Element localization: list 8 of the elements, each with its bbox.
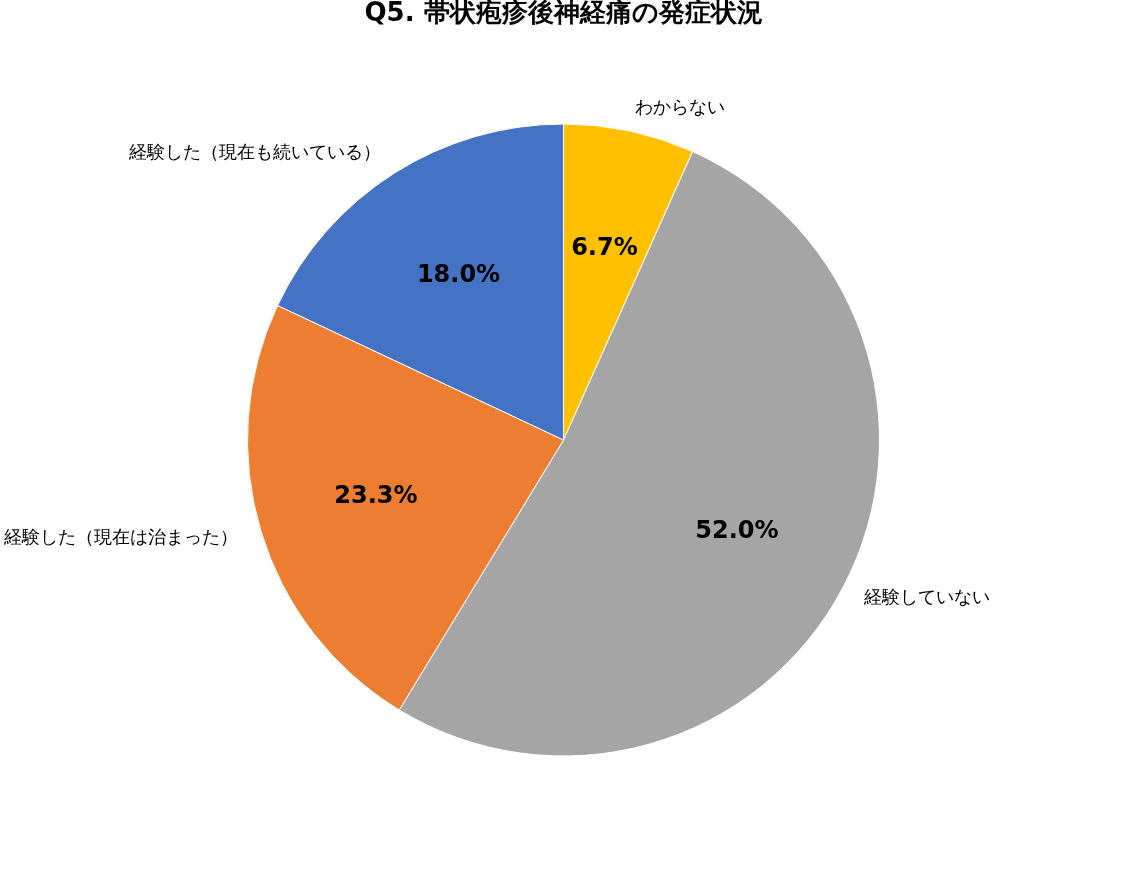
slice-label: わからない [634, 95, 725, 117]
data-label: 52.0% [695, 516, 779, 545]
slice-label: 経験していない [863, 586, 991, 608]
slice-label: 経験した（現在も続いている） [128, 140, 382, 162]
data-label: 23.3% [334, 481, 418, 510]
data-label: 18.0% [416, 259, 501, 288]
data-label: 6.7% [571, 233, 638, 262]
slice-label: 経験した（現在は治まった） [2, 525, 238, 547]
